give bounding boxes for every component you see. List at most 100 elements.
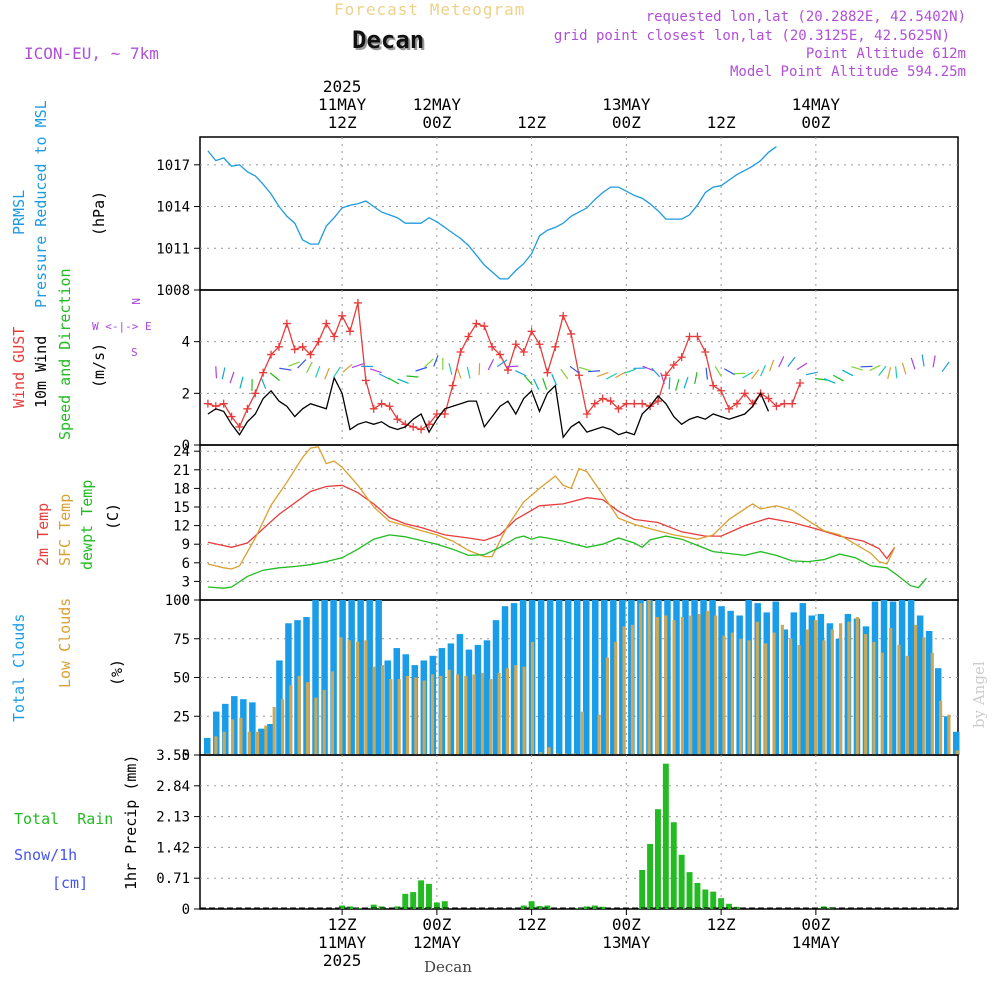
low-clouds-bar: [330, 671, 335, 755]
low-clouds-bar: [422, 680, 426, 755]
gust-marker: [346, 327, 355, 336]
rain-bar: [433, 902, 440, 909]
gust-marker: [796, 379, 805, 387]
low-clouds-bar: [680, 617, 684, 755]
top-date-label: 14MAY: [792, 95, 841, 114]
y-tick-label: 2.84: [156, 779, 190, 795]
wind-direction-arrow: [569, 365, 580, 374]
low-clouds-bar: [272, 706, 276, 755]
gust-marker: [274, 342, 283, 351]
total-clouds-bar: [772, 601, 779, 755]
gust-marker: [385, 402, 394, 411]
total-clouds-bar: [844, 613, 852, 755]
bottom-date-label: 13MAY: [602, 933, 651, 952]
temp-labels: 2m Temp SFC Temp dewpt Temp (C): [34, 480, 122, 570]
rain-bar: [733, 906, 740, 909]
wind-direction-arrow: [333, 366, 341, 378]
wind-direction-arrow: [560, 368, 569, 380]
wind-label: 10m Wind: [32, 336, 50, 408]
wind-frame: [199, 289, 959, 446]
low-clouds-bar: [714, 615, 718, 755]
wind-direction-arrow: [533, 378, 540, 390]
wind-direction-arrow: [406, 375, 419, 378]
wind-unit: (m/s): [90, 343, 108, 388]
low-clouds-bar: [206, 753, 210, 755]
total-clouds-bar: [384, 660, 391, 755]
gust-marker: [432, 410, 441, 418]
model-altitude: Model Point Altitude 594.25m: [729, 64, 966, 80]
total-clouds-bar: [258, 728, 265, 755]
credit-label: by Angel: [970, 661, 988, 728]
prmsl-unit: (hPa): [90, 191, 108, 236]
total-clouds-bar: [916, 615, 924, 755]
direction-label: Speed and Direction: [56, 268, 74, 440]
gust-marker: [630, 399, 639, 408]
gust-marker: [661, 371, 670, 380]
wind-direction-arrow: [269, 372, 280, 382]
wind-direction-arrow: [683, 376, 689, 389]
low-clouds-bar: [880, 652, 884, 755]
rain-bar: [718, 898, 725, 909]
total-clouds-bar: [664, 600, 671, 755]
low-clouds-bar: [855, 617, 859, 755]
low-clouds-bar: [689, 615, 693, 755]
low-clouds-bar: [230, 719, 235, 755]
low-clouds-bar: [922, 637, 926, 755]
gust-marker: [298, 342, 307, 351]
total-clouds-bar: [592, 600, 599, 755]
wind-direction-arrow: [760, 364, 767, 377]
y-tick-label: 1017: [156, 158, 190, 174]
total-clouds-bar: [709, 600, 716, 755]
gust-marker: [338, 311, 347, 320]
chart-title: Forecast Meteogram: [334, 0, 526, 19]
gust-marker: [575, 371, 583, 380]
low-clouds-bar: [755, 621, 759, 755]
temp2m-label: 2m Temp: [34, 503, 52, 566]
low-clouds-bar: [805, 629, 809, 755]
total-clouds-bar: [700, 600, 707, 755]
rain-bar: [339, 905, 346, 909]
wind-direction-arrow: [215, 366, 218, 379]
gust-marker: [409, 422, 418, 431]
wind-direction-arrow: [324, 367, 330, 380]
dewpt-label: dewpt Temp: [78, 480, 96, 570]
y-tick-label: 0: [182, 902, 190, 918]
y-tick-label: 1014: [156, 200, 190, 216]
2m-temp-line: [207, 484, 896, 560]
gust-marker: [259, 368, 268, 377]
low-clouds-bar: [764, 643, 768, 755]
bottom-time-label: 00Z: [422, 915, 451, 934]
rain-bar: [520, 905, 527, 909]
wind-direction-arrow: [466, 366, 471, 379]
gust-marker: [590, 399, 599, 408]
wind-direction-arrow: [787, 356, 796, 367]
low-clouds-bar: [572, 753, 576, 755]
wind-direction-arrow: [705, 367, 708, 380]
gust-marker: [282, 319, 291, 328]
compass-s: S: [131, 346, 138, 359]
wind-direction-arrow: [433, 355, 439, 367]
gust-marker: [480, 322, 489, 331]
gust-marker: [503, 366, 512, 375]
low-clouds-bar: [730, 632, 734, 755]
total-clouds-bar: [763, 612, 770, 755]
total-clouds-bar: [583, 600, 590, 755]
total-clouds-bar: [835, 638, 843, 755]
top-time-label: 12Z: [707, 113, 736, 132]
y-tick-label: 3.55: [156, 748, 190, 764]
prmsl-labels: PRMSL Pressure Reduced to MSL (hPa): [10, 100, 108, 308]
total-clouds-bar: [438, 648, 446, 755]
station-name: Decan: [352, 26, 425, 54]
top-time-label: 00Z: [612, 113, 641, 132]
prmsl-label: PRMSL: [10, 190, 28, 235]
wind-direction-arrow: [751, 369, 760, 380]
gust-marker: [772, 402, 781, 411]
total-clouds-bar: [339, 600, 346, 755]
wind-direction-arrow: [596, 371, 609, 378]
low-clouds-bar: [897, 644, 901, 755]
rain-bar: [686, 872, 693, 909]
low-clouds-bar: [589, 753, 593, 755]
low-clouds-bar: [280, 699, 285, 755]
point-altitude: Point Altitude 612m: [805, 46, 966, 62]
gust-marker: [496, 350, 505, 359]
